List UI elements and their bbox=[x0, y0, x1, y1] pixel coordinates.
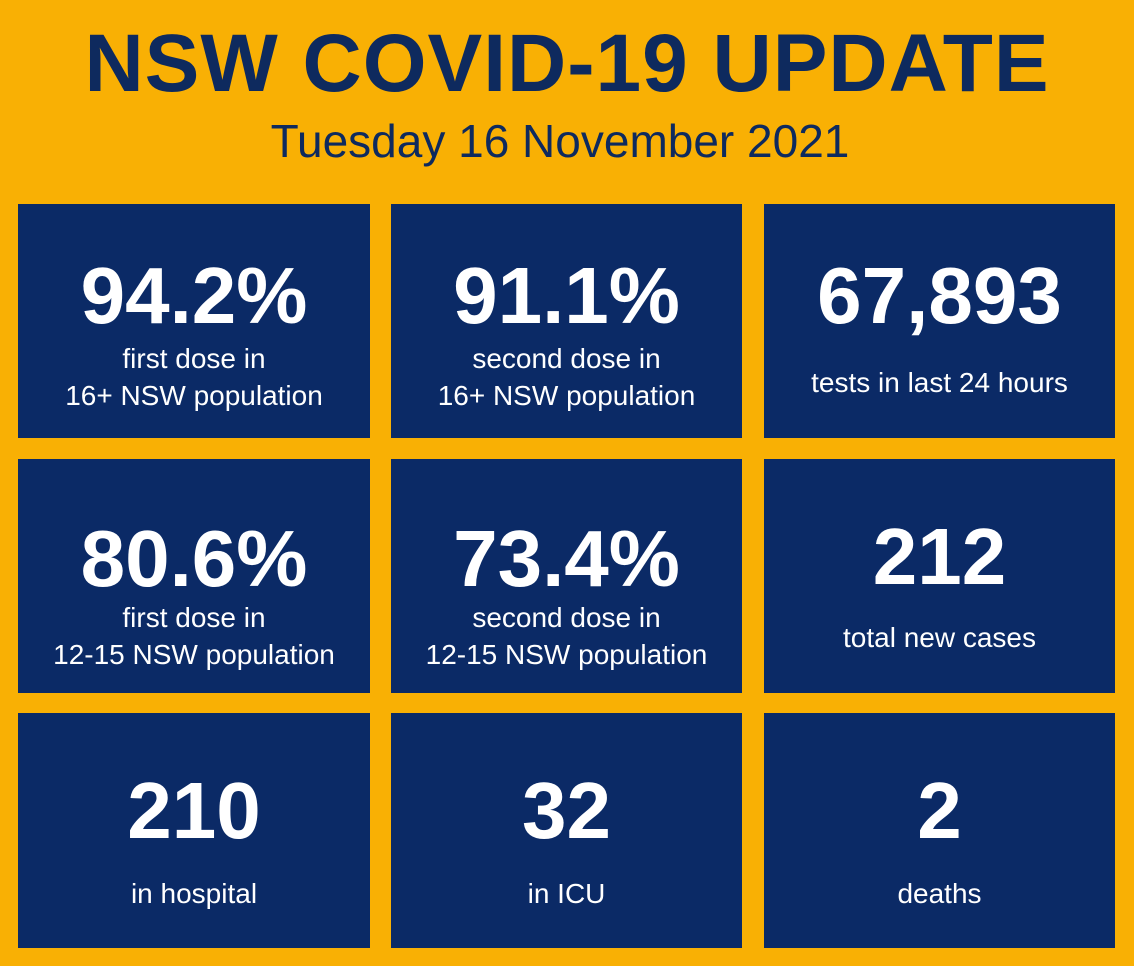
stat-value: 67,893 bbox=[817, 251, 1062, 340]
stat-tile-deaths: 2 deaths bbox=[764, 713, 1115, 948]
stat-tile-tests: 67,893 tests in last 24 hours bbox=[764, 204, 1115, 438]
stat-tile-second-dose-16plus: 91.1% second dose in 16+ NSW population bbox=[391, 204, 742, 438]
stat-label: total new cases bbox=[843, 622, 1036, 653]
stat-label: second dose in 12-15 NSW population bbox=[425, 602, 708, 670]
stat-value: 94.2% bbox=[80, 251, 308, 340]
stat-label: first dose in 16+ NSW population bbox=[65, 343, 323, 411]
stat-value: 73.4% bbox=[453, 514, 680, 603]
stat-value: 32 bbox=[522, 766, 611, 855]
stat-tile-first-dose-12-15: 80.6% first dose in 12-15 NSW population bbox=[18, 459, 370, 693]
page-title: NSW COVID-19 UPDATE bbox=[84, 18, 1050, 109]
stat-label: second dose in 16+ NSW population bbox=[437, 343, 696, 411]
stat-value: 2 bbox=[917, 766, 962, 855]
stat-tile-icu: 32 in ICU bbox=[391, 713, 742, 948]
stat-tile-first-dose-16plus: 94.2% first dose in 16+ NSW population bbox=[18, 204, 370, 438]
stat-value: 80.6% bbox=[80, 514, 308, 603]
stat-label: tests in last 24 hours bbox=[811, 367, 1068, 398]
stat-label: first dose in 12-15 NSW population bbox=[53, 602, 335, 670]
stat-label: in hospital bbox=[130, 878, 258, 909]
stat-tile-new-cases: 212 total new cases bbox=[764, 459, 1115, 693]
stat-label: deaths bbox=[897, 878, 982, 909]
update-date: Tuesday 16 November 2021 bbox=[270, 115, 850, 167]
stat-value: 91.1% bbox=[453, 251, 680, 340]
stat-tile-second-dose-12-15: 73.4% second dose in 12-15 NSW populatio… bbox=[391, 459, 742, 693]
stat-label: in ICU bbox=[527, 878, 606, 909]
stat-value: 212 bbox=[872, 512, 1007, 601]
stat-tile-hospital: 210 in hospital bbox=[18, 713, 370, 948]
stat-value: 210 bbox=[127, 766, 261, 855]
